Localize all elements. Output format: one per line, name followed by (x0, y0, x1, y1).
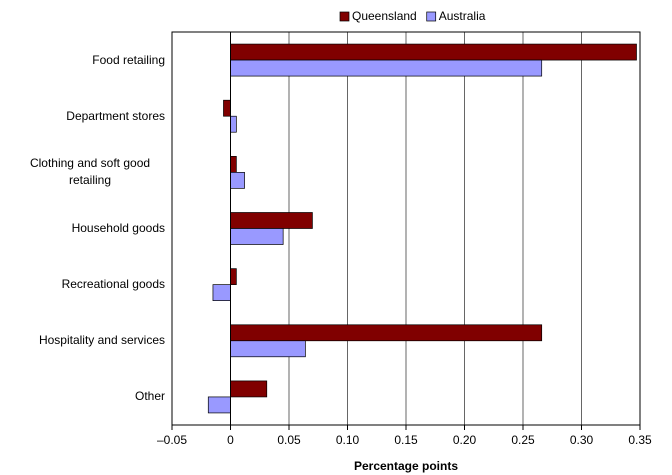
bar (207, 396, 231, 414)
category-label: Clothing and soft good retailing (0, 144, 165, 200)
legend-swatch (339, 11, 350, 22)
category-text: Other (134, 389, 165, 404)
category-text: Department stores (66, 108, 165, 123)
category-label: Hospitality and services (0, 313, 165, 369)
x-tick-label: 0.35 (628, 433, 652, 447)
x-tick-label: –0.05 (157, 433, 187, 447)
bar (230, 212, 313, 229)
category-text: Recreational goods (61, 277, 165, 292)
category-label: Department stores (0, 88, 165, 144)
x-tick-label: 0.05 (277, 433, 301, 447)
bar (230, 43, 637, 61)
bar (230, 324, 543, 342)
category-text: Clothing and soft good retailing (29, 156, 151, 188)
bar (230, 172, 245, 189)
x-tick-label: 0.20 (453, 433, 477, 447)
category-text: Household goods (71, 220, 165, 235)
bar (223, 99, 231, 117)
x-tick-label: 0.10 (336, 433, 360, 447)
bar (230, 228, 284, 245)
bar (230, 156, 237, 173)
bar (212, 284, 231, 301)
bar (230, 380, 268, 398)
category-label: Recreational goods (0, 257, 165, 313)
bar (230, 115, 237, 133)
x-tick-label: 0.15 (394, 433, 418, 447)
category-text: Food retailing (92, 52, 165, 67)
bar (230, 340, 306, 358)
category-label: Household goods (0, 200, 165, 256)
category-label: Other (0, 369, 165, 425)
x-axis-label: Percentage points (354, 459, 458, 473)
legend-swatch (426, 11, 437, 22)
legend-label: Australia (439, 9, 486, 23)
category-text: Hospitality and services (38, 333, 165, 348)
x-tick-label: 0 (227, 433, 234, 447)
x-tick-label: 0.25 (511, 433, 535, 447)
bar (230, 268, 237, 285)
category-label: Food retailing (0, 32, 165, 88)
x-tick-label: 0.30 (570, 433, 594, 447)
legend-label: Queensland (352, 9, 417, 23)
bar (230, 59, 543, 77)
